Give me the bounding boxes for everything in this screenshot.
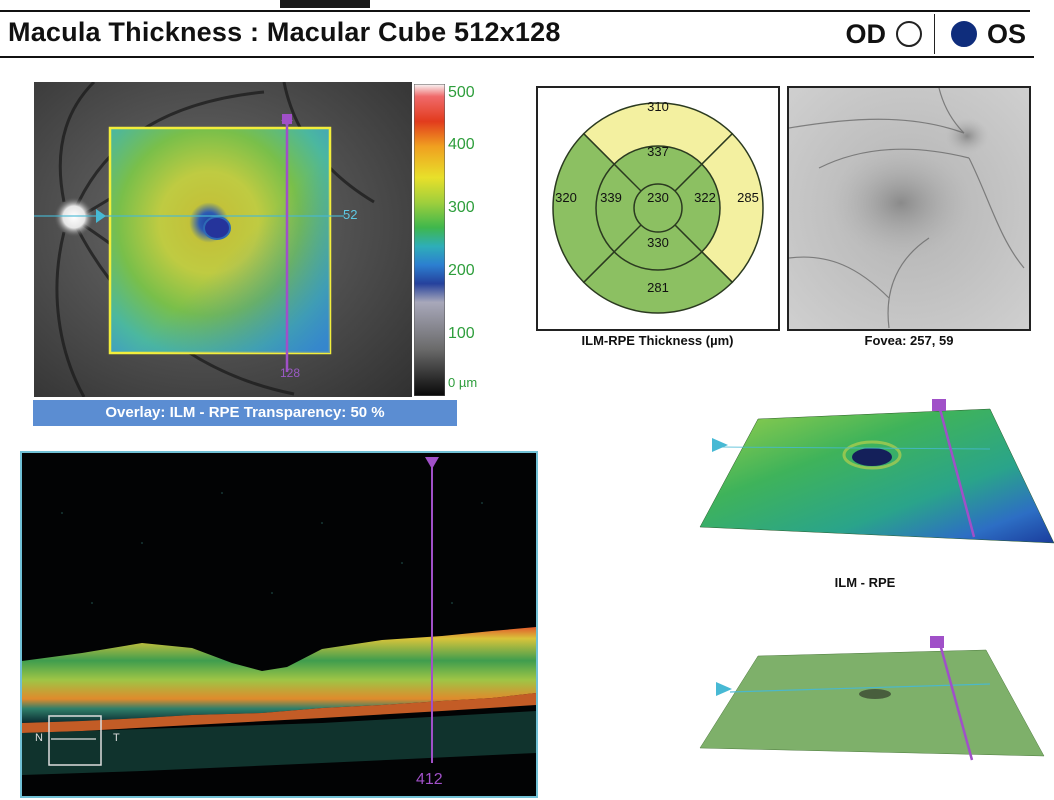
report-header: Macula Thickness : Macular Cube 512x128 … [0, 12, 1034, 58]
slice-marker: 52 [343, 207, 358, 222]
outer-nasal-value: 320 [555, 190, 577, 205]
orientation-n: N [35, 732, 43, 744]
fovea-fundus-image[interactable] [787, 86, 1031, 331]
center-subfield[interactable] [633, 183, 683, 233]
outer-temporal-value: 285 [737, 190, 759, 205]
surface2-scan-line[interactable] [938, 643, 974, 761]
bscan-position-label: 412 [416, 771, 443, 788]
header-divider [0, 10, 1030, 12]
ilm-rpe-3d-surface[interactable] [690, 395, 1054, 555]
od-label: OD [845, 18, 886, 49]
inner-inferior-value: 330 [647, 235, 669, 250]
optic-disc [54, 197, 94, 237]
inner-superior-value: 337 [647, 144, 669, 159]
os-radio[interactable] [950, 21, 977, 47]
surface-label: ILM - RPE [834, 575, 896, 590]
etdrs-thickness-grid: 310 320 285 281 337 339 322 330 230 [536, 86, 780, 331]
colorbar-tick: 500 [448, 84, 475, 101]
oct-bscan[interactable]: N T [20, 451, 538, 798]
inner-temporal-value: 322 [694, 190, 716, 205]
thickness-colorbar [413, 83, 446, 397]
outer-inferior-value: 281 [647, 280, 669, 295]
rpe-3d-surface[interactable] [690, 632, 1054, 772]
colorbar-tick: 0 µm [448, 375, 478, 390]
inner-nasal-value: 339 [600, 190, 622, 205]
colorbar-tick: 200 [448, 262, 475, 279]
etdrs-caption: ILM-RPE Thickness (µm) [581, 333, 734, 348]
page-title: Macula Thickness : Macular Cube 512x128 [8, 17, 561, 47]
outer-superior-value: 310 [647, 99, 669, 114]
os-label: OS [986, 18, 1026, 49]
overlay-transparency-bar[interactable]: Overlay: ILM - RPE Transparency: 50 % [33, 400, 457, 426]
fundus-thickness-map[interactable]: 52 128 [34, 82, 412, 397]
bottom-marker: 128 [280, 366, 301, 380]
fovea-caption: Fovea: 257, 59 [864, 333, 954, 348]
orientation-t: T [113, 732, 120, 744]
orientation-box [48, 715, 102, 766]
header-top-rule [0, 0, 1054, 22]
header-tab-stub [280, 0, 370, 8]
od-radio[interactable] [895, 21, 922, 47]
fundus-image [34, 82, 412, 397]
eye-selector: OD OS [845, 14, 1026, 54]
eye-divider [933, 14, 935, 54]
center-value: 230 [647, 190, 669, 205]
colorbar-tick: 100 [448, 325, 475, 342]
colorbar-tick: 400 [448, 136, 475, 153]
colorbar-tick: 300 [448, 199, 475, 216]
surface-scan-line[interactable] [938, 408, 976, 538]
